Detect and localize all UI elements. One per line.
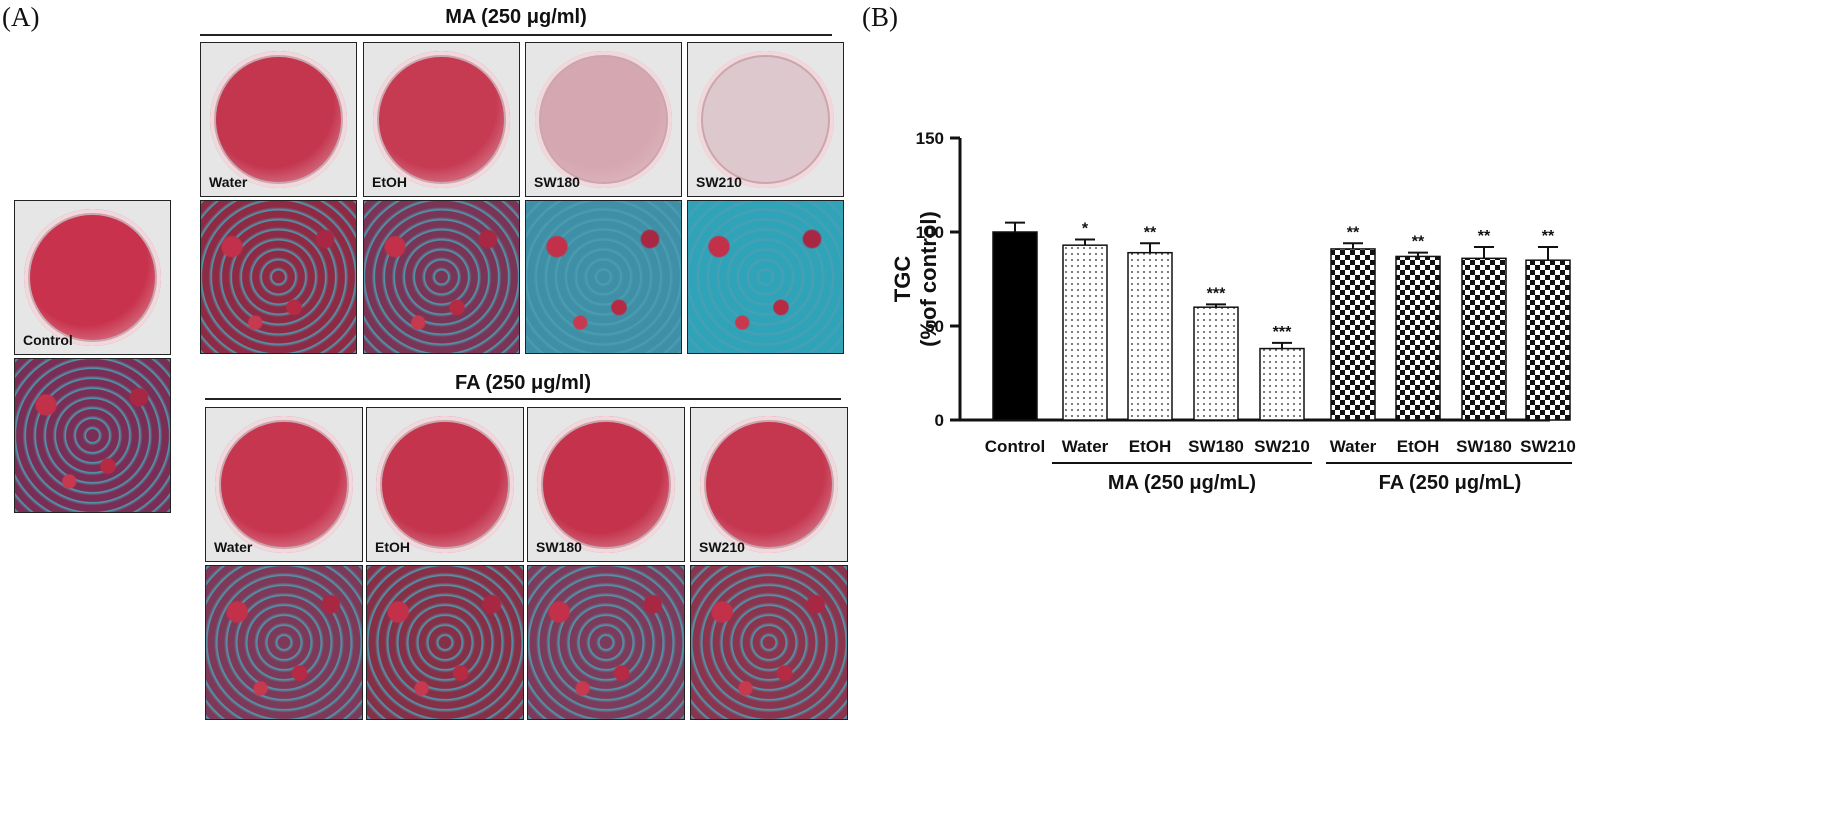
bar: [1525, 259, 1571, 421]
x-tick-label: SW180: [1456, 437, 1512, 456]
culture-dish: [537, 415, 675, 554]
culture-dish: [697, 50, 834, 189]
y-tick-label: 0: [935, 411, 944, 430]
fa-dish-photo: SW210: [690, 407, 848, 562]
fa-dish-photo: Water: [205, 407, 363, 562]
dish-label: Control: [23, 332, 73, 348]
panel-a-letter: (A): [2, 2, 40, 32]
dish-label: SW210: [699, 539, 745, 555]
significance-label: **: [1478, 228, 1491, 245]
fa-group-title: FA (250 μg/ml): [455, 372, 591, 394]
culture-dish: [215, 415, 353, 554]
ma-group-title: MA (250 μg/ml): [445, 6, 587, 28]
y-tick-label: 50: [925, 317, 944, 336]
bar: [1127, 251, 1173, 421]
ma-dish-photo: Water: [200, 42, 357, 197]
significance-label: ***: [1273, 324, 1292, 341]
significance-label: **: [1144, 224, 1157, 241]
bar: [1259, 347, 1305, 421]
fa-micrograph: [205, 565, 363, 720]
y-axis-label-line2: (%of control): [916, 211, 941, 347]
ma-group-label: MA (250 μg/mL): [1108, 472, 1256, 494]
control-micrograph: [14, 358, 171, 513]
culture-dish: [24, 208, 161, 347]
ma-micrograph: [525, 200, 682, 354]
fa-dish-photo: SW180: [527, 407, 685, 562]
bar: [1193, 306, 1239, 421]
culture-dish: [700, 415, 838, 554]
x-tick-label: SW210: [1520, 437, 1576, 456]
x-tick-label: Water: [1062, 437, 1109, 456]
panel-b-letter: (B): [862, 2, 898, 32]
ma-dish-photo: EtOH: [363, 42, 520, 197]
ma-group-rule: [200, 34, 832, 36]
culture-dish: [210, 50, 347, 189]
bar: [1395, 255, 1441, 421]
dish-label: Water: [209, 174, 248, 190]
significance-label: **: [1542, 228, 1555, 245]
bars: * ************ ** **: [992, 221, 1571, 421]
culture-dish: [376, 415, 514, 554]
y-axis-label-line1: TGC: [890, 256, 915, 303]
y-tick-label: 150: [916, 129, 944, 148]
ma-micrograph: [200, 200, 357, 354]
x-tick-labels: Control Water EtOH SW180 SW210 Water EtOH SW180…: [985, 437, 1576, 456]
bar: [992, 231, 1038, 421]
x-tick-label: EtOH: [1129, 437, 1172, 456]
dish-label: EtOH: [375, 539, 410, 555]
dish-label: SW180: [534, 174, 580, 190]
significance-label: ***: [1207, 285, 1226, 302]
significance-label: **: [1347, 224, 1360, 241]
ma-dish-photo: SW210: [687, 42, 844, 197]
fa-group-label: FA (250 μg/mL): [1379, 472, 1522, 494]
fa-group-rule: [205, 398, 841, 400]
fa-micrograph: [366, 565, 524, 720]
x-tick-label: SW180: [1188, 437, 1244, 456]
fa-micrograph: [690, 565, 848, 720]
significance-label: *: [1082, 221, 1089, 238]
culture-dish: [373, 50, 510, 189]
x-tick-label: Control: [985, 437, 1045, 456]
ma-dish-photo: SW180: [525, 42, 682, 197]
bar: [1062, 244, 1108, 421]
dish-label: SW180: [536, 539, 582, 555]
dish-label: SW210: [696, 174, 742, 190]
fa-micrograph: [527, 565, 685, 720]
bar: [1461, 257, 1507, 421]
x-tick-label: EtOH: [1397, 437, 1440, 456]
dish-label: Water: [214, 539, 253, 555]
control-dish-photo: Control: [14, 200, 171, 355]
x-tick-label: Water: [1330, 437, 1377, 456]
y-ticks: 0 50 100 150: [916, 129, 960, 430]
ma-micrograph: [363, 200, 520, 354]
significance-label: **: [1412, 234, 1425, 251]
y-tick-label: 100: [916, 223, 944, 242]
fa-dish-photo: EtOH: [366, 407, 524, 562]
bar: [1330, 248, 1376, 421]
culture-dish: [535, 50, 672, 189]
x-tick-label: SW210: [1254, 437, 1310, 456]
dish-label: EtOH: [372, 174, 407, 190]
ma-micrograph: [687, 200, 844, 354]
